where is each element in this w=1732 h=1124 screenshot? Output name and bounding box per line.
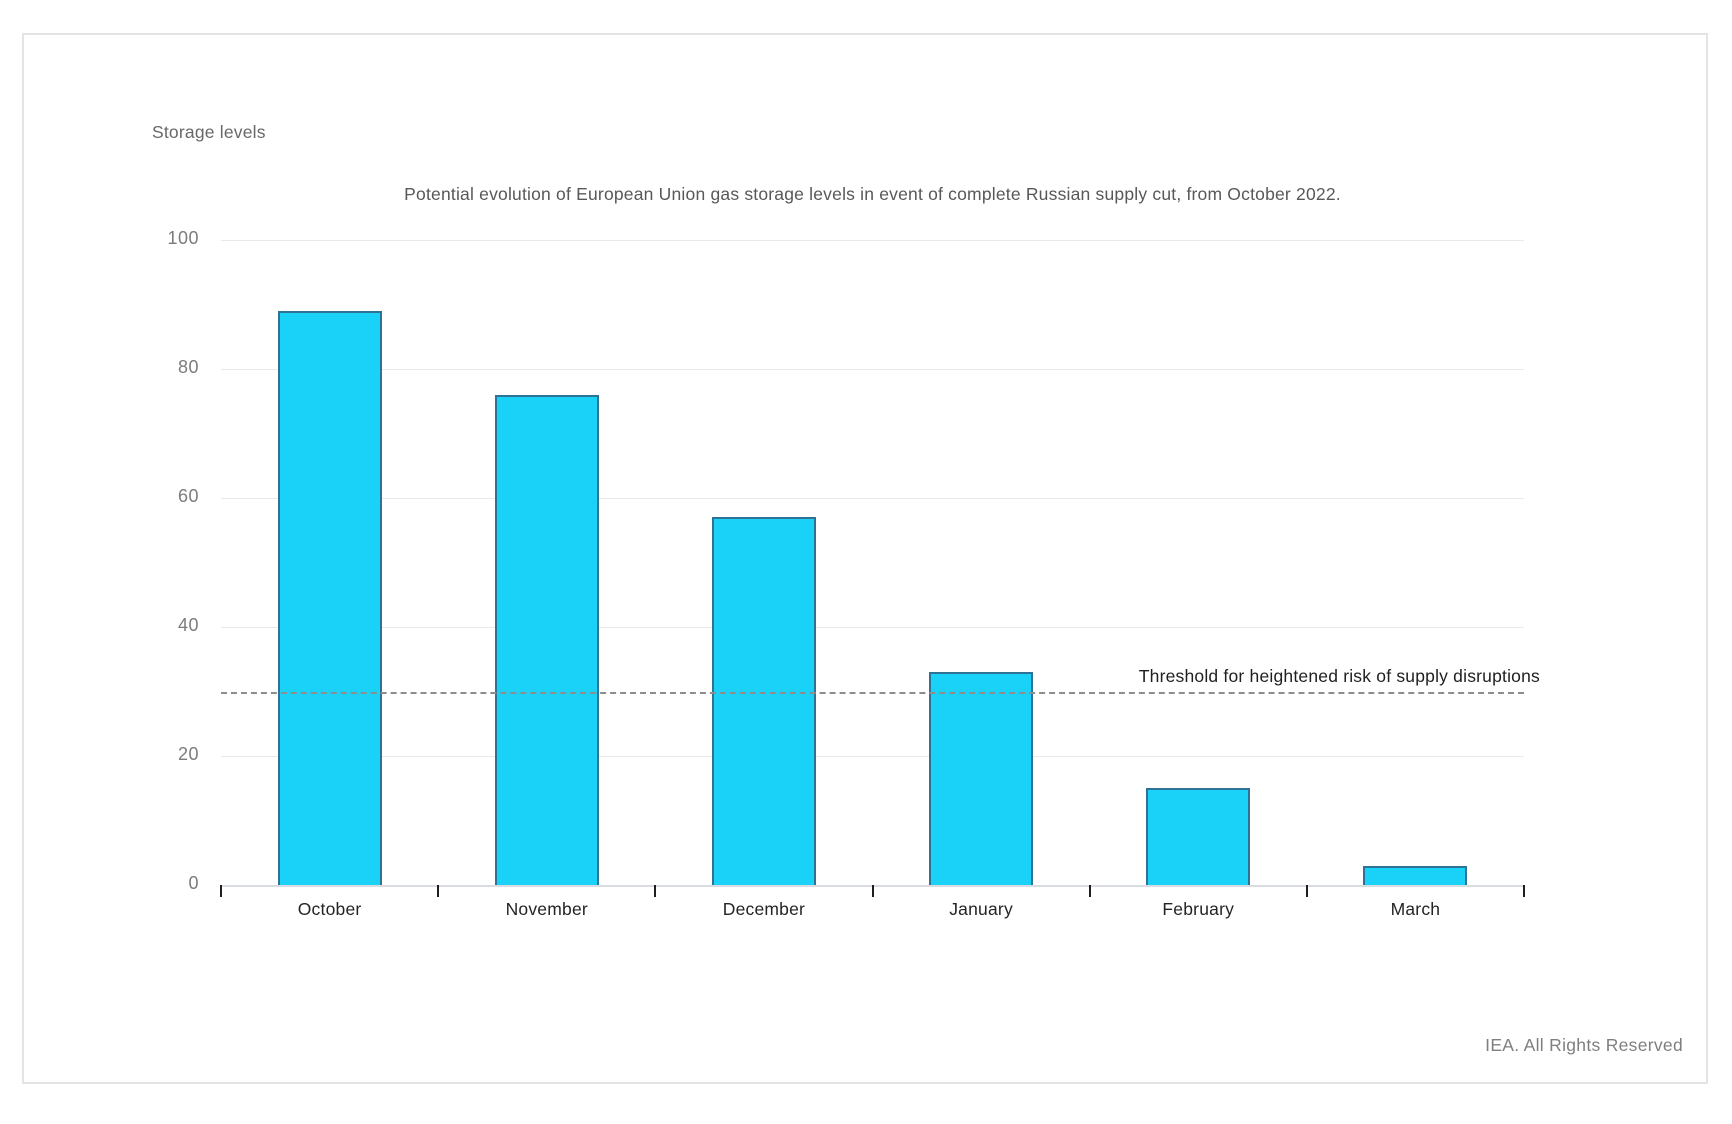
threshold-line bbox=[221, 691, 1524, 694]
x-label-october: October bbox=[297, 899, 362, 919]
gridline-100 bbox=[221, 240, 1524, 241]
x-tick bbox=[1305, 885, 1308, 897]
gridline-60 bbox=[221, 498, 1524, 499]
plot-area: Threshold for heightened risk of supply … bbox=[220, 240, 1540, 919]
x-label-february: February bbox=[1162, 899, 1235, 919]
copyright-footer: IEA. All Rights Reserved bbox=[1485, 1035, 1683, 1055]
y-tick-label-40: 40 bbox=[177, 615, 199, 635]
chart-title: Potential evolution of European Union ga… bbox=[404, 184, 1341, 204]
x-tick bbox=[654, 885, 657, 897]
bar-march bbox=[1363, 866, 1468, 885]
y-tick-label-80: 80 bbox=[177, 357, 199, 377]
gridline-80 bbox=[221, 369, 1524, 370]
x-label-january: January bbox=[949, 899, 1013, 919]
x-tick bbox=[871, 885, 874, 897]
chart-card: Storage levels Potential evolution of Eu… bbox=[22, 33, 1708, 1084]
threshold-label: Threshold for heightened risk of supply … bbox=[1138, 665, 1540, 686]
x-tick bbox=[1088, 885, 1091, 897]
x-label-march: March bbox=[1390, 899, 1441, 919]
x-tick bbox=[1523, 885, 1525, 897]
y-tick-label-20: 20 bbox=[177, 744, 199, 764]
x-label-november: November bbox=[505, 899, 588, 919]
bar-january bbox=[929, 672, 1034, 885]
y-tick-label-60: 60 bbox=[177, 486, 199, 506]
bar-november bbox=[494, 395, 599, 885]
x-label-december: December bbox=[722, 899, 806, 919]
y-tick-label-0: 0 bbox=[188, 873, 199, 893]
bar-february bbox=[1146, 788, 1251, 885]
y-tick-label-100: 100 bbox=[167, 228, 199, 248]
gridline-40 bbox=[221, 627, 1524, 628]
x-tick bbox=[437, 885, 440, 897]
y-axis-title: Storage levels bbox=[152, 122, 266, 142]
bar-december bbox=[711, 517, 816, 885]
bar-october bbox=[277, 311, 382, 885]
x-tick bbox=[220, 885, 222, 897]
gridline-20 bbox=[221, 756, 1524, 757]
